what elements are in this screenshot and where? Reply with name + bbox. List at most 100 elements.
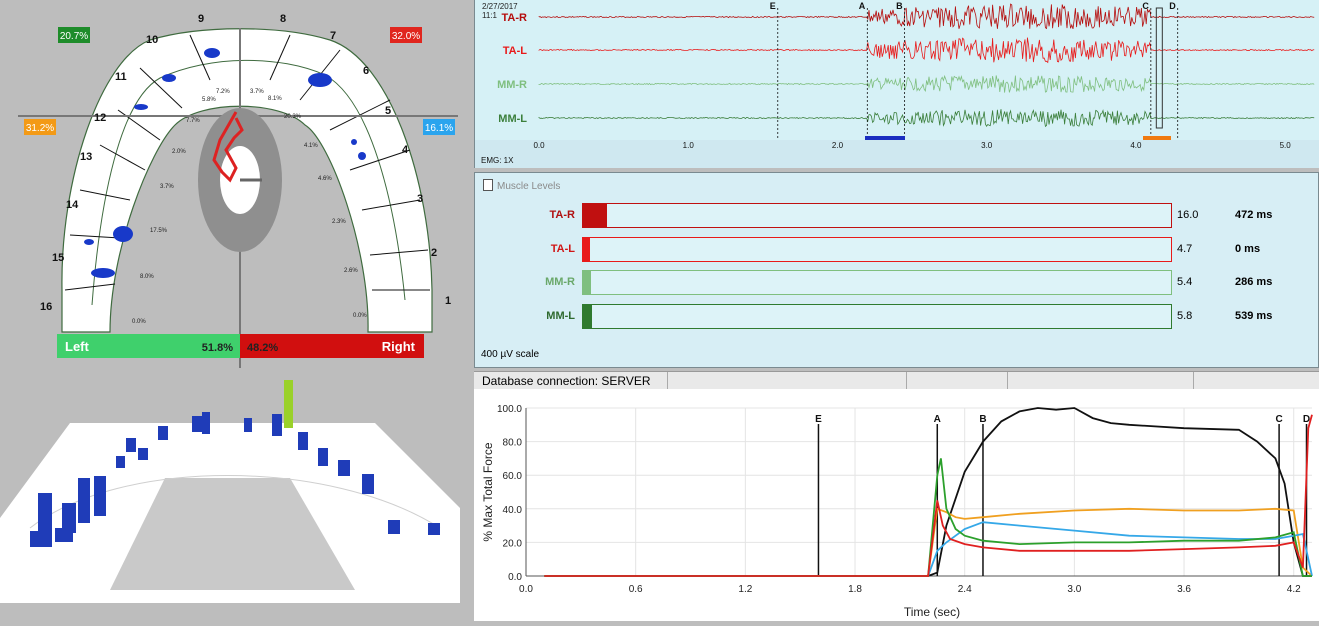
muscle-level-time: 0 ms xyxy=(1235,243,1261,255)
left-label: Left xyxy=(65,339,90,354)
muscle-level-fill xyxy=(583,238,591,261)
muscle-level-time: 472 ms xyxy=(1235,209,1273,221)
force-marker-label: C xyxy=(1275,414,1282,425)
muscle-level-bar xyxy=(582,203,1172,228)
right-value: 48.2% xyxy=(247,342,278,354)
segment-percent: 8.0% xyxy=(140,274,154,280)
force-trajectory-trace xyxy=(212,111,244,183)
emg-channel-label: TA-R xyxy=(502,12,528,24)
status-cell xyxy=(899,372,1008,390)
segment-percent: 2.3% xyxy=(332,219,346,225)
force-marker-label: E xyxy=(815,414,822,425)
emg-channel-label: MM-L xyxy=(498,113,527,125)
force-chart-panel[interactable]: 0.0 20.0 40.0 60.0 80.0 100.0 0.0 0.6 1.2 1.8 2.4 3… xyxy=(474,389,1319,621)
segment-percent: 4.6% xyxy=(318,176,332,182)
muscle-label: TA-L xyxy=(550,243,575,255)
right-label: Right xyxy=(382,339,416,354)
segment-percent: 7.2% xyxy=(216,89,230,95)
force-series-green xyxy=(544,458,1312,577)
arch-inner-line xyxy=(91,59,406,306)
muscle-level-value: 5.4 xyxy=(1177,276,1193,288)
occlusion-arch-svg: 20.7% 32.0% 31.2% 16.1% 1 2 3 4 5 6 7 8 … xyxy=(18,13,458,368)
tooth-number: 1 xyxy=(445,295,451,307)
force-x-tick-label: 1.8 xyxy=(848,584,862,595)
occlusion-arch-panel: 20.7% 32.0% 31.2% 16.1% 1 2 3 4 5 6 7 8 … xyxy=(0,0,460,368)
muscle-level-value: 16.0 xyxy=(1177,209,1199,221)
force-y-tick-label: 20.0 xyxy=(503,538,523,549)
force-x-tick-label: 0.0 xyxy=(519,584,533,595)
tooth-number: 11 xyxy=(115,71,127,83)
top-left-percent: 20.7% xyxy=(60,31,88,42)
emg-marker-label: D xyxy=(1169,1,1176,11)
force-y-tick-label: 60.0 xyxy=(503,471,523,482)
emg-tick-label: 0.0 xyxy=(533,141,545,150)
emg-channel-label: TA-L xyxy=(503,45,528,57)
top-right-percent: 32.0% xyxy=(392,31,420,42)
emg-selection-a-b[interactable] xyxy=(865,136,905,140)
force-x-axis-label: Time (sec) xyxy=(904,605,960,619)
segment-percent: 3.7% xyxy=(250,89,264,95)
force-y-tick-label: 40.0 xyxy=(503,505,523,516)
emg-marker-label: B xyxy=(896,1,903,11)
emg-channel-label: MM-R xyxy=(497,79,527,91)
emg-trace xyxy=(538,3,1315,30)
emg-marker-label: C xyxy=(1142,1,1149,11)
segment-percent: 0.0% xyxy=(353,313,367,319)
emg-selection-c-d[interactable] xyxy=(1143,136,1171,140)
muscle-levels-panel: Muscle Levels TA-R 16.0 472 ms TA-L 4.7 0 ms M… xyxy=(474,172,1319,368)
3d-force-view[interactable] xyxy=(0,368,460,621)
force-y-tick-label: 80.0 xyxy=(503,438,523,449)
emg-marker-label: E xyxy=(770,1,776,11)
force-marker-label: A xyxy=(934,414,941,425)
muscle-level-bar xyxy=(582,237,1172,262)
force-marker-label: B xyxy=(979,414,986,425)
muscle-level-bar xyxy=(582,304,1172,329)
segment-percent: 8.1% xyxy=(268,96,282,102)
segment-percent: 2.6% xyxy=(344,268,358,274)
force-x-tick-label: 1.2 xyxy=(738,584,752,595)
tooth-number: 15 xyxy=(52,252,64,264)
force-y-axis-label: % Max Total Force xyxy=(481,442,495,541)
emg-trace xyxy=(538,109,1315,128)
segment-percent: 3.7% xyxy=(160,184,174,190)
tooth-number: 13 xyxy=(80,151,92,163)
mid-left-percent-badge xyxy=(24,119,56,135)
emg-scale-label: 400 µV scale xyxy=(481,349,540,360)
tooth-number: 5 xyxy=(385,105,391,117)
segment-percent: 0.0% xyxy=(132,319,146,325)
muscle-levels-title: Muscle Levels xyxy=(497,181,561,192)
muscle-level-value: 4.7 xyxy=(1177,243,1193,255)
segment-percent: 2.0% xyxy=(172,149,186,155)
emg-tick-label: 4.0 xyxy=(1130,141,1142,150)
tooth-number: 16 xyxy=(40,301,52,313)
segment-percent: 5.8% xyxy=(202,97,216,103)
force-series-red xyxy=(544,414,1313,577)
3d-force-bars xyxy=(30,412,440,547)
status-cell xyxy=(1000,372,1194,390)
status-bar: Database connection: SERVER xyxy=(474,371,1319,390)
muscle-level-time: 286 ms xyxy=(1235,276,1273,288)
emg-tick-label: 5.0 xyxy=(1280,141,1292,150)
muscle-level-fill xyxy=(583,204,607,227)
emg-trace xyxy=(538,37,1315,64)
emg-tick-label: 1.0 xyxy=(683,141,695,150)
tooth-numbers: 1 2 3 4 5 6 7 8 9 10 11 12 13 14 15 16 xyxy=(40,13,451,313)
tooth-number: 7 xyxy=(330,30,336,42)
document-icon xyxy=(483,179,493,191)
muscle-level-bar xyxy=(582,270,1172,295)
muscle-label: TA-R xyxy=(549,209,575,221)
tooth-number: 14 xyxy=(66,199,79,211)
right-balance-bar xyxy=(240,334,424,358)
force-x-tick-label: 4.2 xyxy=(1287,584,1301,595)
db-status: Database connection: SERVER xyxy=(474,372,668,390)
emg-cursor[interactable] xyxy=(1155,7,1163,129)
muscle-label: MM-R xyxy=(545,276,575,288)
segment-percent: 4.1% xyxy=(304,143,318,149)
force-marker-label: D xyxy=(1303,414,1310,425)
tooth-number: 10 xyxy=(146,34,158,46)
emg-traces-panel[interactable]: 2/27/2017 11:1 EMG: 1X TA-R TA-L MM-R MM-L … xyxy=(474,0,1319,168)
force-x-tick-label: 3.0 xyxy=(1067,584,1081,595)
force-series-blue xyxy=(544,521,1313,577)
emg-time: 11:1 xyxy=(482,11,498,20)
contact-blobs xyxy=(84,48,366,278)
